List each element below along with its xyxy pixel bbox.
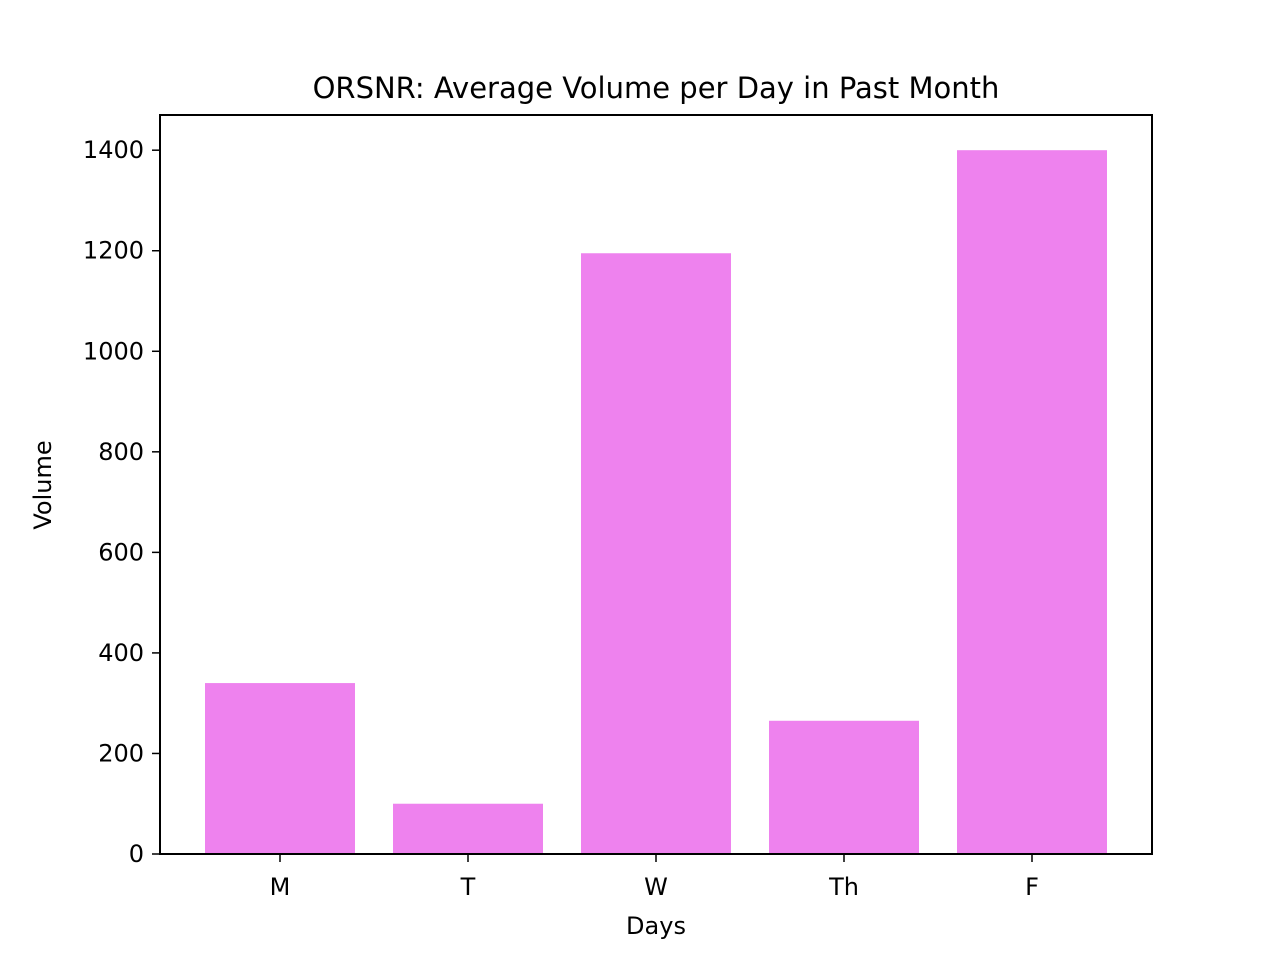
x-axis-ticks: M T W Th F [270,854,1039,901]
y-axis-ticks: 0 200 400 600 800 1000 1200 1400 [83,136,160,868]
x-tick-label: M [270,873,291,901]
bar-m [205,683,355,854]
y-tick-label: 200 [98,739,144,767]
plot-frame [159,114,1153,855]
bars-group [205,150,1107,855]
y-tick-label: 1200 [83,237,144,265]
x-tick-label: T [460,873,476,901]
y-tick-label: 800 [98,438,144,466]
bar-w [581,253,731,855]
bar-th [769,720,919,854]
y-tick-label: 1400 [83,136,144,164]
x-tick-label: F [1025,873,1039,901]
bar-t [393,803,543,854]
y-tick-label: 1000 [83,337,144,365]
y-tick-label: 0 [129,840,144,868]
y-tick-label: 400 [98,639,144,667]
chart-title: ORSNR: Average Volume per Day in Past Mo… [313,71,1000,105]
x-tick-label: W [644,873,668,901]
x-axis-label: Days [626,912,686,940]
x-tick-label: Th [828,873,859,901]
y-tick-label: 600 [98,538,144,566]
y-axis-label: Volume [29,440,57,529]
bar-f [957,150,1107,854]
